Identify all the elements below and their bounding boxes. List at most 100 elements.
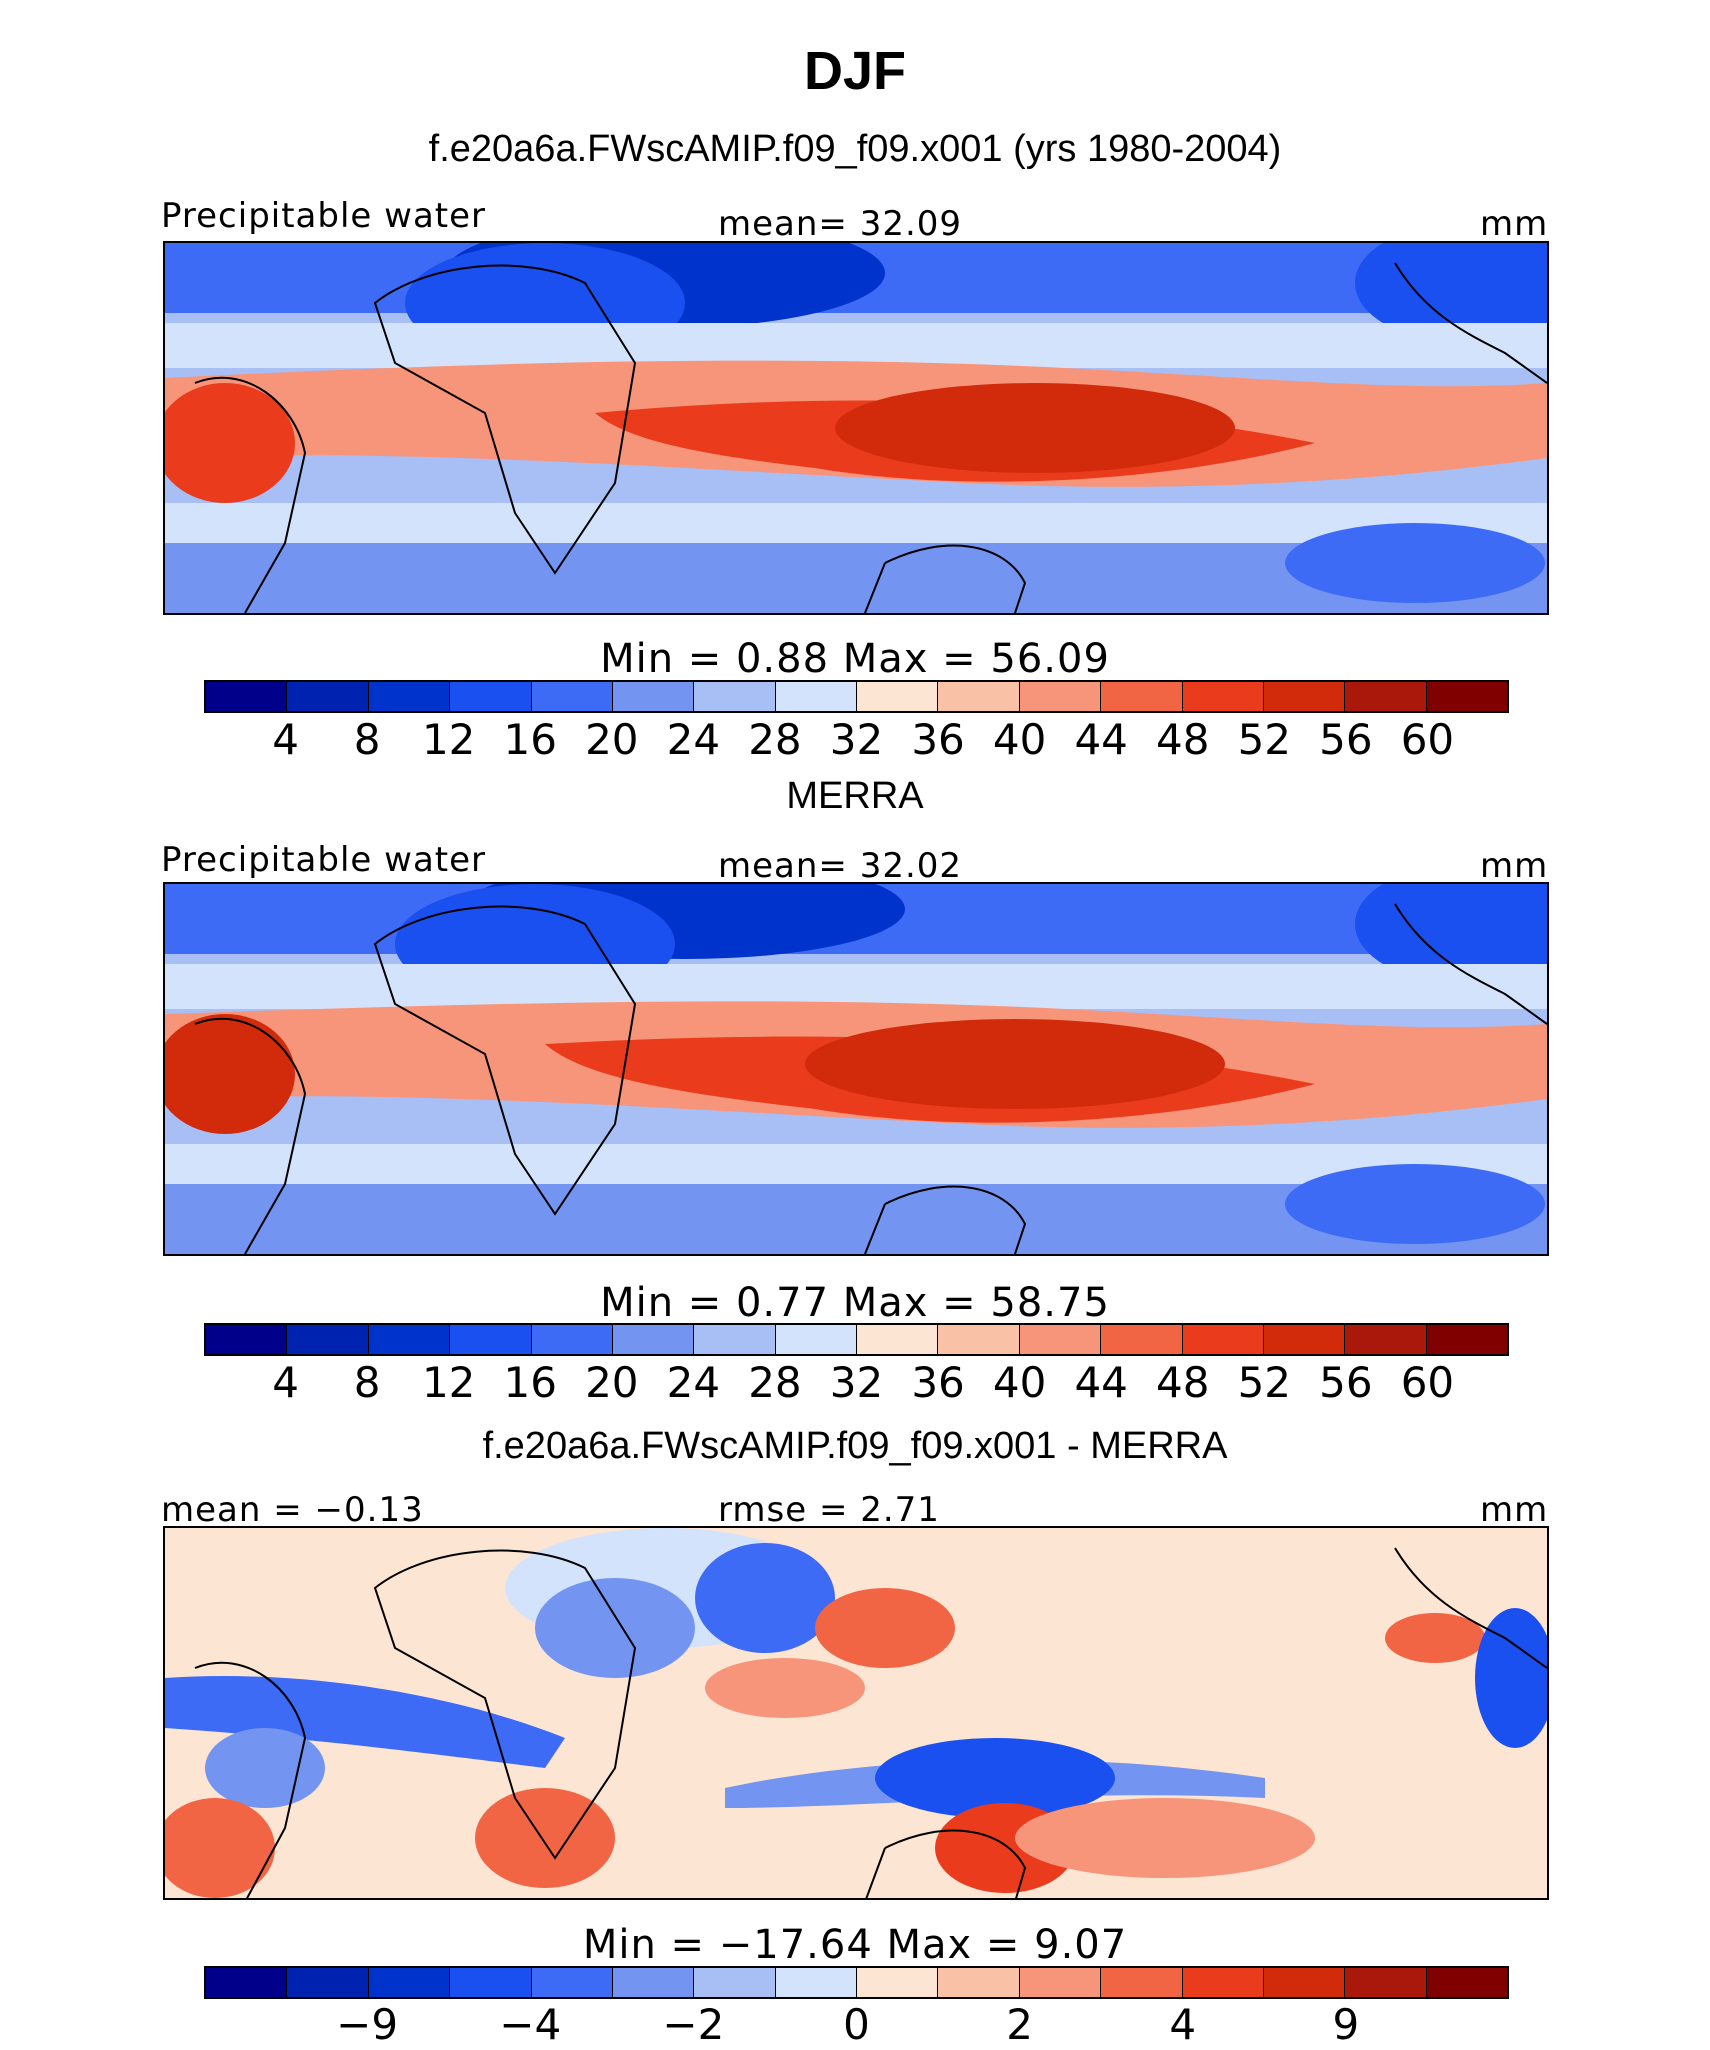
panel2-colorbar-ticks: 4 8 12 16 20 24 28 32 36 40 44 48 52 56 60 [0,1358,1710,1408]
colorbar-tick-label: 36 [911,1358,965,1407]
colorbar-swatch [1263,682,1346,711]
panel2-units-label: mm [1480,846,1549,886]
panel2-variable-label: Precipitable water [161,840,487,880]
colorbar-tick-label: 28 [748,715,802,764]
colorbar-tick-label: 60 [1400,715,1455,764]
colorbar-swatch [694,1325,776,1354]
colorbar-swatch [1345,1968,1427,1997]
colorbar-swatch [206,682,288,711]
colorbar-tick-label: 36 [911,715,965,764]
colorbar-tick-label: 40 [992,715,1047,764]
colorbar-tick-label: 16 [503,1358,557,1407]
colorbar-swatch [1263,1968,1346,1997]
colorbar-tick-label: 12 [421,1358,476,1407]
colorbar-tick-label: 16 [503,715,557,764]
colorbar-swatch [1019,1325,1102,1354]
colorbar-swatch [450,1968,532,1997]
colorbar-swatch [938,1968,1020,1997]
colorbar-swatch [531,1325,613,1354]
colorbar-swatch [287,1325,369,1354]
colorbar-swatch [531,1968,613,1997]
colorbar-tick-label: 8 [353,715,381,764]
colorbar-swatch [612,682,695,711]
colorbar-tick-label: 52 [1237,1358,1292,1407]
panel3-title: f.e20a6a.FWscAMIP.f09_f09.x001 - MERRA [482,1425,1228,1467]
colorbar-tick-label: 4 [272,715,299,764]
colorbar-swatch [1019,1968,1102,1997]
panel3-map [163,1526,1549,1900]
colorbar-tick-label: −2 [662,2000,725,2049]
colorbar-tick-label: 20 [585,715,639,764]
panel2-minmax: Min = 0.77 Max = 58.75 [600,1280,1110,1326]
colorbar-swatch [1426,1325,1507,1354]
colorbar-tick-label: 28 [748,1358,802,1407]
panel3-minmax: Min = −17.64 Max = 9.07 [582,1922,1128,1968]
panel3-colorbar [204,1966,1509,1999]
colorbar-tick-label: 32 [829,715,884,764]
colorbar-swatch [1345,1325,1427,1354]
panel1-title: f.e20a6a.FWscAMIP.f09_f09.x001 (yrs 1980… [428,128,1282,170]
panel2-map [163,882,1549,1256]
panel1-colorbar [204,680,1509,713]
colorbar-swatch [857,1325,939,1354]
panel3-colorbar-ticks: −9 −4 −2 0 2 4 9 [0,2000,1710,2050]
colorbar-swatch [1345,682,1427,711]
colorbar-swatch [1019,682,1102,711]
colorbar-tick-label: 20 [585,1358,639,1407]
colorbar-tick-label: 48 [1156,1358,1210,1407]
colorbar-swatch [938,682,1020,711]
colorbar-tick-label: 2 [1006,2000,1033,2049]
colorbar-tick-label: 24 [666,1358,721,1407]
colorbar-tick-label: 56 [1319,1358,1373,1407]
colorbar-tick-label: 32 [829,1358,884,1407]
colorbar-tick-label: −9 [336,2000,399,2049]
colorbar-swatch [612,1325,695,1354]
colorbar-swatch [368,682,451,711]
colorbar-swatch [775,1325,857,1354]
colorbar-tick-label: 9 [1332,2000,1360,2049]
colorbar-swatch [368,1325,451,1354]
colorbar-swatch [287,682,369,711]
colorbar-swatch [1182,1325,1264,1354]
colorbar-swatch [1101,1968,1183,1997]
colorbar-swatch [1182,1968,1264,1997]
colorbar-swatch [1426,1968,1507,1997]
colorbar-tick-label: 40 [992,1358,1047,1407]
colorbar-tick-label: 52 [1237,715,1292,764]
colorbar-swatch [775,682,857,711]
panel1-minmax: Min = 0.88 Max = 56.09 [600,636,1110,682]
colorbar-tick-label: 60 [1400,1358,1455,1407]
colorbar-tick-label: 24 [666,715,721,764]
colorbar-swatch [857,682,939,711]
colorbar-tick-label: 12 [421,715,476,764]
colorbar-tick-label: 8 [353,1358,381,1407]
colorbar-swatch [206,1325,288,1354]
colorbar-swatch [450,682,532,711]
panel2-title: MERRA [786,775,924,817]
colorbar-swatch [694,682,776,711]
panel3-rmse-label: rmse = 2.71 [718,1490,940,1530]
colorbar-tick-label: 4 [1169,2000,1197,2049]
panel1-map [163,241,1549,615]
panel1-mean-label: mean= 32.09 [718,204,963,244]
colorbar-swatch [1101,1325,1183,1354]
colorbar-tick-label: −4 [499,2000,562,2049]
colorbar-swatch [450,1325,532,1354]
colorbar-tick-label: 48 [1156,715,1210,764]
colorbar-tick-label: 56 [1319,715,1373,764]
panel1-colorbar-ticks: 4 8 12 16 20 24 28 32 36 40 44 48 52 56 60 [0,715,1710,765]
main-title: DJF [803,41,906,101]
colorbar-swatch [694,1968,776,1997]
panel1-units-label: mm [1480,204,1549,244]
colorbar-tick-label: 0 [843,2000,870,2049]
colorbar-swatch [1426,682,1507,711]
colorbar-swatch [287,1968,369,1997]
panel1-variable-label: Precipitable water [161,196,487,236]
colorbar-swatch [1263,1325,1346,1354]
colorbar-tick-label: 44 [1074,1358,1128,1407]
colorbar-swatch [368,1968,451,1997]
colorbar-swatch [612,1968,695,1997]
colorbar-swatch [1101,682,1183,711]
colorbar-swatch [531,682,613,711]
colorbar-tick-label: 4 [272,1358,299,1407]
